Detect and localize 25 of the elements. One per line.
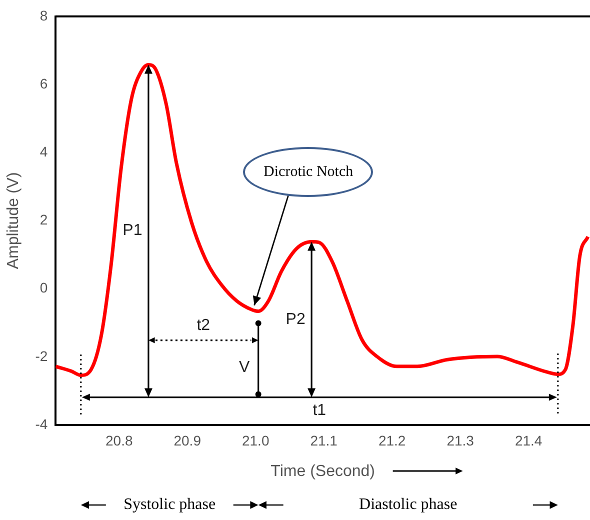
callout-bubble: Dicrotic Notch [243,147,374,198]
annotation: P2 [286,310,306,329]
x-tick-label: 21.4 [514,432,542,448]
x-tick-label: 20.8 [105,432,133,448]
text: Diastolic phase [359,496,458,514]
y-tick-label: 8 [40,7,48,24]
x-tick-label: 21.0 [242,432,270,448]
text: Systolic phase [124,496,216,514]
x-tick-label: 21.3 [446,432,474,448]
annotation: V [238,359,250,378]
y-tick-label: -4 [35,416,48,432]
y-tick-label: 4 [40,143,48,160]
x-axis-title: Time (Second) [270,462,375,480]
x-tick-label: 21.2 [378,432,406,448]
y-tick-label: 2 [40,212,48,228]
x-tick-label: 21.1 [310,432,338,448]
annotation: P1 [122,222,142,240]
annotation: t1 [312,402,326,420]
y-tick-label: -2 [35,348,48,364]
y-tick-label: 6 [40,75,48,92]
annotation: t2 [196,317,210,336]
y-tick-label: 0 [40,280,48,296]
line-series [56,63,590,378]
x-tick-label: 20.9 [174,432,202,448]
y-axis-title: Amplitude (V) [5,172,22,270]
